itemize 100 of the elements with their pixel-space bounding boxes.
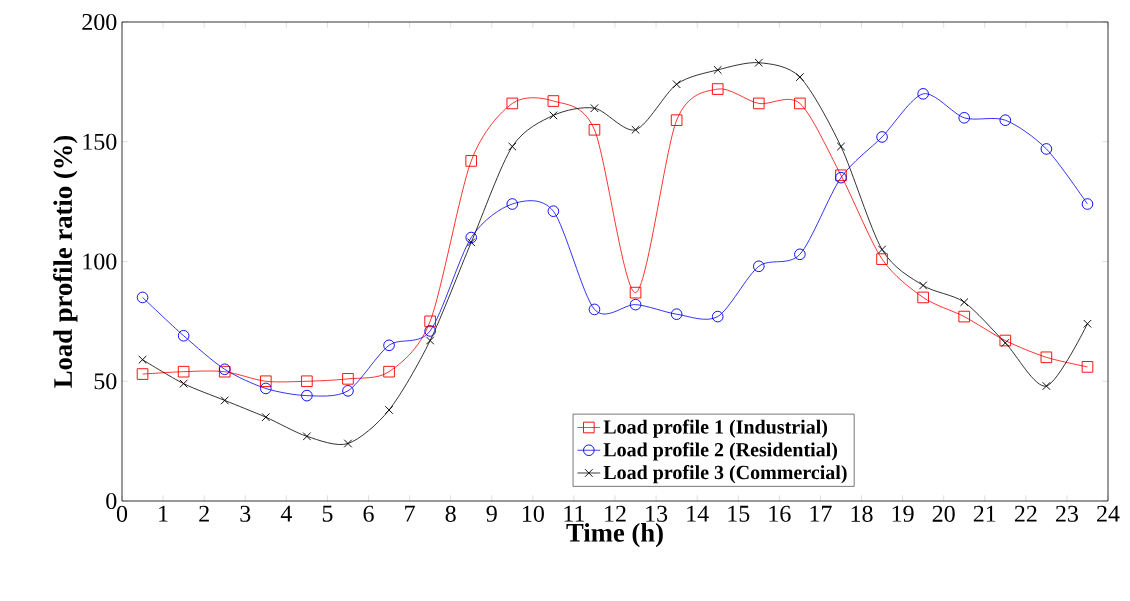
x-tick-label: 11 bbox=[564, 505, 585, 522]
x-tick-label: 22 bbox=[1014, 505, 1037, 522]
point bbox=[508, 142, 517, 151]
point bbox=[629, 298, 642, 311]
point bbox=[549, 111, 558, 120]
point bbox=[301, 389, 313, 402]
point bbox=[588, 123, 601, 136]
point bbox=[794, 97, 806, 110]
point bbox=[917, 291, 929, 304]
y-tick-label: 150 bbox=[83, 133, 117, 150]
y-axis-title: Load profile ratio (%) bbox=[53, 135, 78, 388]
point bbox=[794, 248, 806, 261]
x-tick-label: 24 bbox=[1097, 505, 1120, 522]
point bbox=[959, 297, 969, 307]
y-tick-label: 100 bbox=[83, 253, 117, 270]
point bbox=[136, 291, 149, 304]
point bbox=[958, 112, 971, 124]
point bbox=[506, 198, 519, 210]
point bbox=[1040, 143, 1053, 155]
point bbox=[343, 439, 353, 448]
point bbox=[876, 253, 888, 265]
x-axis-title: Time (h) bbox=[566, 523, 663, 548]
point bbox=[465, 155, 478, 167]
point bbox=[177, 329, 190, 342]
point bbox=[136, 368, 149, 380]
point bbox=[302, 432, 312, 441]
point bbox=[261, 412, 271, 422]
x-tick-label: 14 bbox=[687, 505, 709, 522]
point bbox=[590, 103, 599, 113]
point bbox=[918, 281, 928, 290]
x-tick-label: 13 bbox=[646, 505, 668, 522]
y-tick-label: 0 bbox=[106, 492, 117, 510]
point bbox=[670, 114, 683, 126]
point bbox=[384, 405, 394, 415]
y-tick-label: 200 bbox=[82, 13, 117, 31]
x-tick-label: 20 bbox=[932, 505, 955, 522]
point bbox=[670, 308, 683, 320]
x-tick-label: 19 bbox=[892, 505, 914, 522]
x-tick-label: 21 bbox=[973, 505, 996, 522]
x-tick-label: 23 bbox=[1055, 505, 1078, 522]
x-tick-label: 5 bbox=[322, 505, 333, 522]
x-tick-label: 8 bbox=[445, 505, 456, 522]
point bbox=[753, 97, 765, 110]
point bbox=[260, 375, 272, 388]
point bbox=[465, 231, 478, 244]
point bbox=[876, 131, 888, 143]
x-tick-label: 0 bbox=[116, 505, 128, 522]
point bbox=[301, 375, 313, 388]
point bbox=[547, 95, 560, 107]
point bbox=[424, 315, 436, 328]
point bbox=[631, 125, 640, 135]
point bbox=[877, 245, 887, 254]
point bbox=[1040, 351, 1053, 364]
x-tick-label: 6 bbox=[363, 505, 374, 522]
point bbox=[588, 303, 601, 316]
point bbox=[547, 205, 560, 218]
x-tick-label: 9 bbox=[486, 505, 497, 522]
point bbox=[672, 80, 681, 89]
point bbox=[1083, 319, 1092, 329]
point bbox=[138, 355, 147, 364]
point bbox=[713, 65, 722, 75]
point bbox=[425, 336, 435, 345]
point bbox=[836, 142, 846, 151]
point bbox=[999, 334, 1012, 347]
x-tick-label: 17 bbox=[810, 505, 832, 522]
x-tick-label: 10 bbox=[522, 505, 544, 522]
point bbox=[1042, 381, 1051, 391]
point bbox=[795, 72, 805, 82]
x-tick-label: 4 bbox=[280, 505, 292, 522]
legend-label: Load profile 1 (Industrial) bbox=[603, 419, 828, 438]
legend-label: Load profile 2 (Residential) bbox=[603, 442, 838, 461]
point bbox=[342, 385, 354, 397]
point bbox=[383, 365, 395, 378]
x-tick-label: 7 bbox=[405, 505, 415, 522]
y-tick-label: 50 bbox=[94, 373, 117, 390]
point bbox=[506, 97, 519, 110]
point bbox=[220, 396, 229, 405]
point bbox=[177, 365, 190, 378]
x-tick-label: 1 bbox=[159, 505, 168, 522]
point bbox=[753, 260, 765, 273]
point bbox=[711, 310, 724, 323]
point bbox=[179, 379, 188, 388]
point bbox=[1081, 198, 1094, 210]
x-tick-label: 16 bbox=[769, 505, 791, 522]
x-tick-label: 18 bbox=[851, 505, 873, 522]
point bbox=[1081, 361, 1094, 373]
x-tick-label: 15 bbox=[728, 505, 750, 522]
x-tick-label: 3 bbox=[240, 505, 251, 522]
point bbox=[629, 286, 642, 299]
point bbox=[424, 325, 436, 337]
point bbox=[342, 373, 354, 385]
legend-label: Load profile 3 (Commercial) bbox=[603, 464, 847, 484]
x-tick-label: 2 bbox=[199, 505, 209, 522]
point bbox=[466, 238, 476, 247]
point bbox=[260, 382, 272, 395]
point bbox=[917, 88, 929, 100]
point bbox=[754, 58, 764, 67]
point bbox=[711, 83, 724, 95]
x-tick-label: 12 bbox=[605, 505, 626, 522]
point bbox=[999, 114, 1012, 126]
